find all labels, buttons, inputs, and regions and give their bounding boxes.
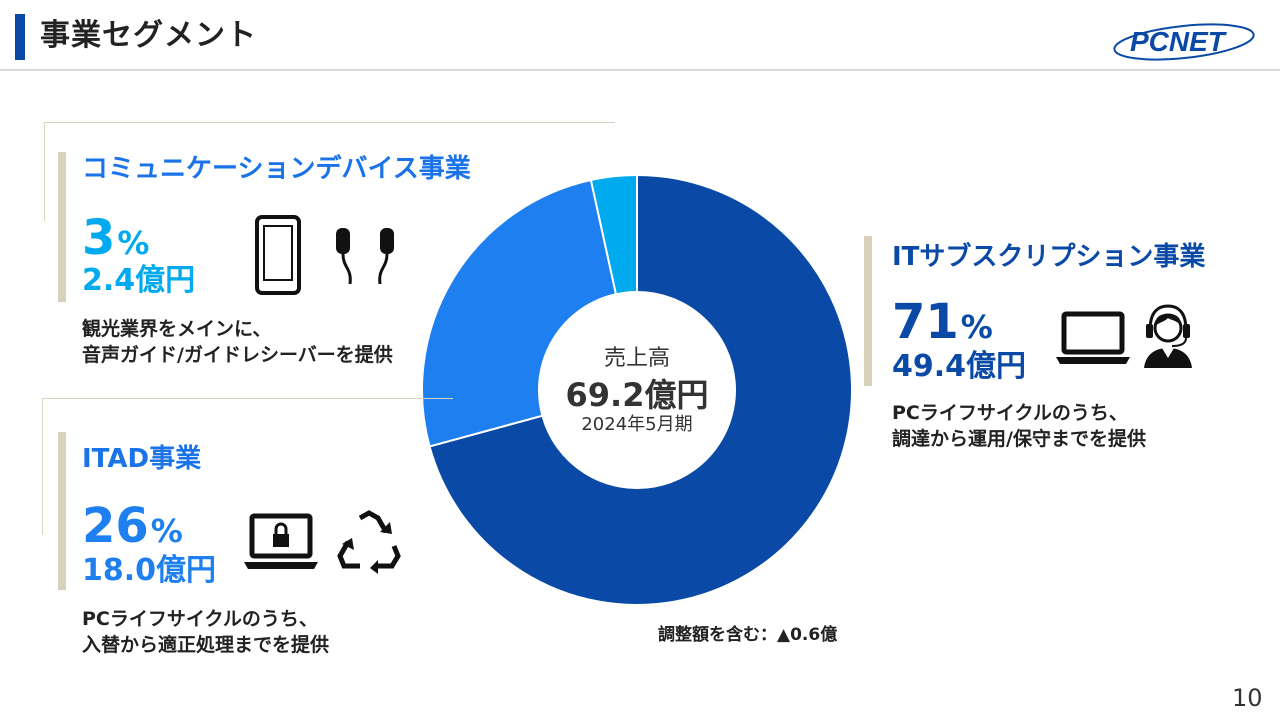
segment-accent-bar — [58, 152, 66, 302]
page-number: 10 — [1232, 684, 1263, 712]
support-operator-icon — [1144, 304, 1192, 368]
segment-amount-itad: 18.0億円 — [82, 553, 217, 588]
logo-text: PCNET — [1130, 26, 1228, 57]
segment-frame-itad — [42, 398, 453, 535]
center-label: 売上高 — [603, 346, 670, 371]
recycle-icon — [337, 510, 401, 574]
segment-desc-itad: PCライフサイクルのうち、 入替から適正処理までを提供 — [82, 608, 330, 656]
header-accent-bar — [15, 14, 25, 60]
pcnet-logo: PCNET — [1113, 23, 1255, 61]
segment-frame-communication — [44, 122, 615, 221]
segment-amount-communication: 2.4億円 — [82, 263, 196, 298]
adjustment-note: 調整額を含む：▲0.6億 — [658, 625, 838, 645]
earphones-icon — [336, 228, 394, 285]
segment-amount-it-subscription: 49.4億円 — [892, 349, 1027, 384]
segment-name-it-subscription: ITサブスクリプション事業 — [892, 242, 1206, 272]
header-divider — [0, 69, 1280, 71]
segment-percent-communication: 3% — [82, 210, 150, 266]
center-period: 2024年5月期 — [581, 414, 693, 435]
segment-percent-itad: 26% — [82, 498, 183, 554]
laptop-icon — [1056, 311, 1130, 364]
segment-desc-it-subscription: PCライフサイクルのうち、 調達から運用/保守までを提供 — [892, 402, 1146, 450]
segment-accent-bar — [864, 236, 872, 386]
laptop-lock-icon — [244, 513, 318, 569]
segment-desc-communication: 観光業界をメインに、 音声ガイド/ガイドレシーバーを提供 — [82, 318, 393, 366]
center-total: 69.2億円 — [565, 376, 709, 414]
segment-percent-it-subscription: 71% — [892, 294, 993, 350]
smartphone-icon — [255, 215, 301, 295]
page-title: 事業セグメント — [40, 18, 257, 53]
segment-accent-bar — [58, 432, 66, 590]
segment-name-itad: ITAD事業 — [82, 444, 202, 474]
segment-name-communication: コミュニケーションデバイス事業 — [82, 154, 471, 184]
